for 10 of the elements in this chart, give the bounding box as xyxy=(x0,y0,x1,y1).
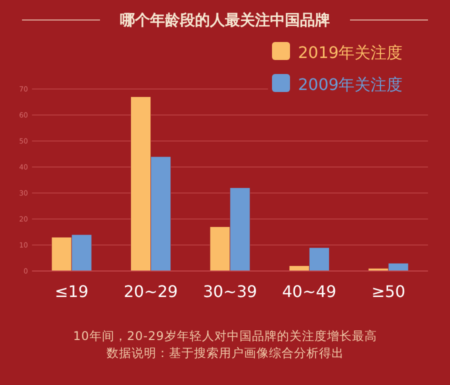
x-tick-label: 30~39 xyxy=(202,282,258,301)
x-tick-label: 40~49 xyxy=(282,282,336,301)
chart-title: 哪个年龄段的人最关注中国品牌 xyxy=(120,11,330,29)
x-tick-label: ≤19 xyxy=(54,282,88,301)
x-tick-label: ≥50 xyxy=(372,282,406,301)
text: 数据说明：基于搜索用户画像综合分析得出 xyxy=(106,346,344,360)
legend-label: 2009年关注度 xyxy=(298,75,403,94)
text: 10年间，20-29岁年轻人对中国品牌的关注度增长最高 xyxy=(73,329,377,343)
legend-label: 2019年关注度 xyxy=(298,43,403,62)
x-tick-label: 20~29 xyxy=(124,282,178,301)
